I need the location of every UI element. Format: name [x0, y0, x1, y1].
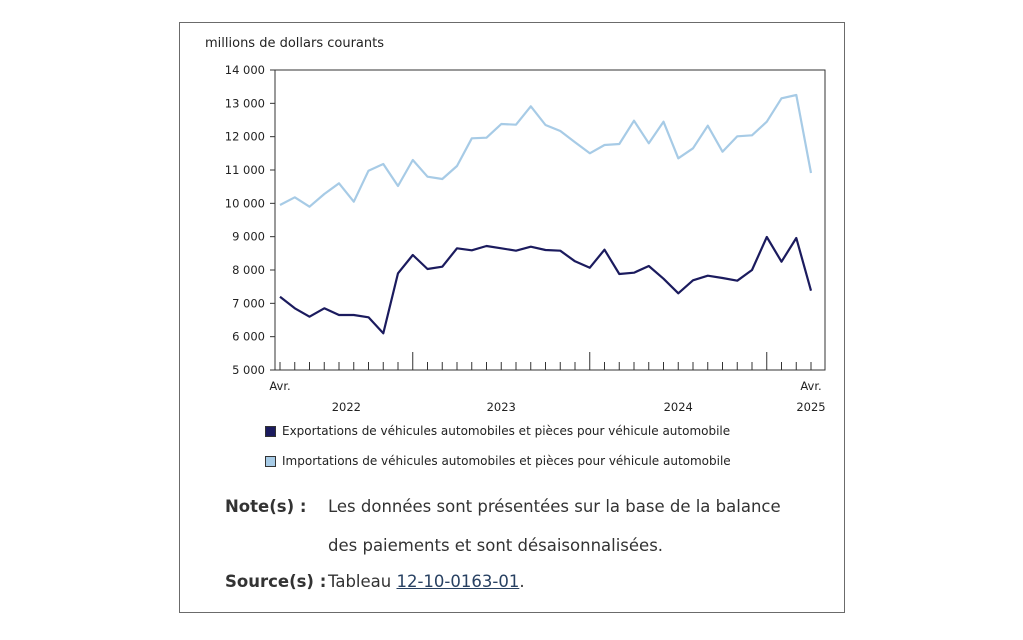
x-axis: Avr. Avr. 2022 2023 2024 2025 — [269, 352, 826, 414]
source-table-link[interactable]: 12-10-0163-01 — [396, 572, 520, 591]
y-tick-label: 11 000 — [225, 163, 265, 177]
note-label: Note(s) : — [225, 497, 307, 516]
x-year-label-2025: 2025 — [796, 400, 825, 414]
y-tick-label: 5 000 — [232, 363, 265, 377]
line-chart: millions de dollars courants 5 000 6 000 7… — [205, 36, 826, 414]
x-year-label-2023: 2023 — [487, 400, 516, 414]
y-tick-label: 6 000 — [232, 330, 265, 344]
legend-label-imports: Importations de véhicules automobiles et… — [282, 454, 731, 468]
y-axis: 5 000 6 000 7 000 8 000 9 000 10 000 11 000 12 … — [225, 63, 275, 377]
legend-swatch-exports — [265, 425, 276, 437]
note-text-line2: des paiements et sont désaisonnalisées. — [328, 536, 664, 555]
y-tick-label: 13 000 — [225, 96, 265, 110]
series-line-exports — [279, 235, 813, 335]
x-end-month-label: Avr. — [800, 379, 821, 393]
chart-frame: millions de dollars courants 5 000 6 000 7… — [179, 22, 845, 613]
y-tick-label: 9 000 — [232, 230, 265, 244]
y-tick-label: 10 000 — [225, 196, 265, 210]
legend-swatch-imports — [265, 455, 276, 467]
y-tick-label: 7 000 — [232, 296, 265, 310]
y-tick-label: 14 000 — [225, 63, 265, 77]
source-suffix: . — [519, 572, 525, 591]
series-lines — [279, 93, 813, 335]
x-start-month-label: Avr. — [269, 379, 290, 393]
note-text-line1: Les données sont présentées sur la base … — [328, 497, 781, 516]
y-tick-label: 8 000 — [232, 263, 265, 277]
series-line-imports — [279, 93, 813, 208]
legend-item-imports: Importations de véhicules automobiles et… — [265, 454, 731, 468]
source-label: Source(s) : — [225, 572, 327, 591]
x-year-label-2024: 2024 — [664, 400, 693, 414]
legend-label-exports: Exportations de véhicules automobiles et… — [282, 424, 731, 438]
source-prefix: Tableau — [328, 572, 397, 591]
y-axis-unit-label: millions de dollars courants — [205, 36, 384, 51]
x-year-label-2022: 2022 — [332, 400, 361, 414]
plot-area — [274, 69, 826, 371]
legend-item-exports: Exportations de véhicules automobiles et… — [265, 424, 730, 438]
y-tick-label: 12 000 — [225, 130, 265, 144]
source-text: Tableau 12-10-0163-01. — [328, 572, 525, 591]
